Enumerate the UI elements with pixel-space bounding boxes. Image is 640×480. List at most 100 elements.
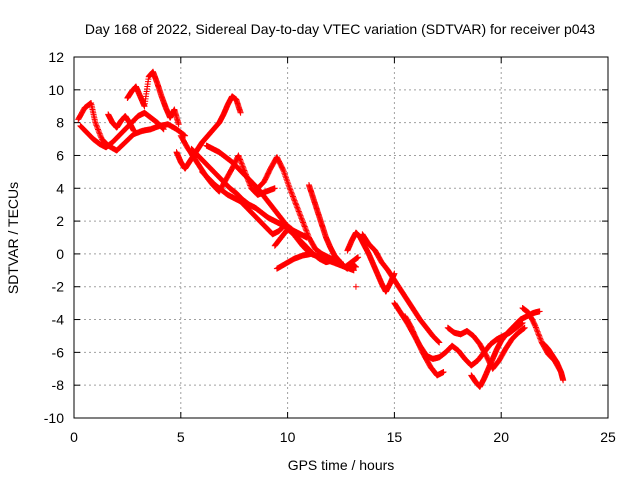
data-point	[435, 338, 442, 345]
data-point	[239, 162, 246, 169]
data-point	[95, 127, 102, 134]
data-point	[535, 329, 542, 336]
data-point	[240, 164, 247, 171]
data-point	[289, 193, 296, 200]
data-point	[286, 185, 293, 192]
x-tick-label: 5	[177, 429, 185, 445]
data-point	[96, 129, 103, 136]
data-point	[293, 203, 300, 210]
data-point	[288, 190, 295, 197]
x-tick-label: 20	[493, 429, 509, 445]
data-point	[279, 166, 286, 173]
data-point	[95, 126, 102, 133]
data-point	[92, 119, 99, 126]
data-point	[92, 121, 99, 128]
data-point	[295, 207, 302, 214]
data-point	[289, 192, 296, 199]
y-tick-label: -6	[52, 344, 65, 360]
data-point	[160, 125, 167, 132]
data-point	[96, 130, 103, 137]
data-point	[436, 339, 443, 346]
data-point	[287, 186, 294, 193]
data-point	[355, 254, 362, 261]
series-outliers	[352, 283, 359, 290]
y-tick-label: 12	[48, 49, 64, 65]
y-tick-label: -4	[52, 312, 65, 328]
y-tick-label: -10	[44, 410, 64, 426]
data-point	[293, 201, 300, 208]
data-point	[440, 369, 447, 376]
y-tick-label: 0	[56, 246, 64, 262]
data-point	[97, 133, 104, 140]
data-point	[532, 323, 539, 330]
data-point	[532, 324, 539, 331]
data-point	[302, 226, 309, 233]
data-point	[296, 211, 303, 218]
y-tick-label: 6	[56, 147, 64, 163]
data-point	[271, 185, 278, 192]
y-tick-label: 4	[56, 180, 64, 196]
series-track-m	[305, 181, 359, 272]
y-tick-label: -2	[52, 279, 65, 295]
data-point	[290, 194, 297, 201]
y-tick-label: 2	[56, 213, 64, 229]
x-tick-label: 10	[280, 429, 296, 445]
series-track-u	[540, 341, 567, 384]
data-point	[159, 125, 166, 132]
chart-title: Day 168 of 2022, Sidereal Day-to-day VTE…	[85, 21, 595, 37]
series-track-o	[359, 231, 443, 346]
data-point	[297, 212, 304, 219]
data-point	[287, 188, 294, 195]
data-point	[237, 109, 244, 116]
series-track-q	[402, 313, 447, 379]
x-tick-label: 15	[387, 429, 403, 445]
data-point	[299, 218, 306, 225]
data-point	[97, 131, 104, 138]
data-point	[93, 123, 100, 130]
y-tick-label: 8	[56, 115, 64, 131]
data-point	[533, 325, 540, 332]
y-tick-label: -8	[52, 377, 65, 393]
series-track-c	[124, 68, 182, 128]
data-point	[291, 196, 298, 203]
data-point	[298, 215, 305, 222]
data-point	[294, 204, 301, 211]
data-point	[292, 198, 299, 205]
x-tick-label: 0	[70, 429, 78, 445]
data-point	[235, 152, 242, 159]
data-point	[294, 205, 301, 212]
grid	[74, 57, 608, 418]
data-point	[299, 216, 306, 223]
data-point	[295, 208, 302, 215]
data-point	[533, 327, 540, 334]
data-point	[296, 209, 303, 216]
y-axis-label: SDTVAR / TECUs	[5, 182, 21, 294]
data-point	[297, 213, 304, 220]
data-point	[93, 122, 100, 129]
data-point	[537, 335, 544, 342]
x-axis-label: GPS time / hours	[288, 457, 395, 473]
data-point	[302, 224, 309, 231]
data-point	[303, 227, 310, 234]
data-point	[536, 332, 543, 339]
data-point	[304, 231, 311, 238]
data-point	[560, 377, 567, 384]
series-track-a	[75, 99, 189, 154]
data-point	[236, 153, 243, 160]
data-point	[301, 223, 308, 230]
data-point	[521, 324, 528, 331]
data-point	[237, 157, 244, 164]
data-point	[292, 200, 299, 207]
data-point	[130, 127, 137, 134]
series-track-b	[77, 109, 167, 151]
data-points	[75, 68, 567, 390]
data-point	[304, 230, 311, 237]
series-track-d	[105, 111, 137, 134]
data-point	[236, 155, 243, 162]
plot-frame	[73, 56, 609, 419]
data-point	[238, 160, 245, 167]
data-point	[300, 220, 307, 227]
data-point	[352, 264, 359, 271]
data-point	[160, 126, 167, 133]
